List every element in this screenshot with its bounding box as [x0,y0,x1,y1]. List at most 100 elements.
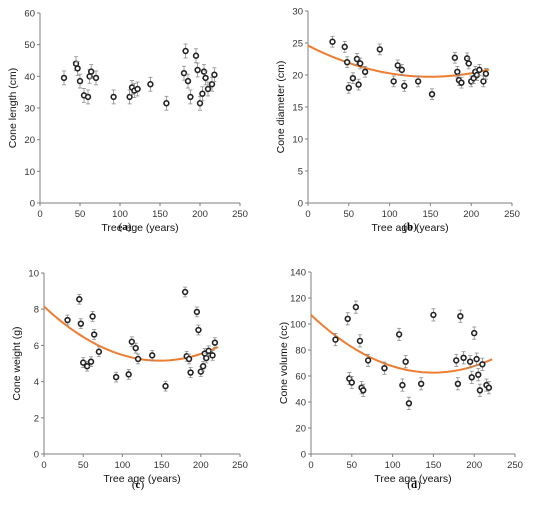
data-point [180,65,188,81]
data-point [147,76,154,92]
marker [480,78,487,85]
data-point [402,355,409,369]
data-point [475,368,482,382]
x-tick-label: 200 [463,209,479,220]
data-point [77,318,85,329]
panel-label-paren: ( [119,221,123,233]
data-point [473,69,481,81]
panel-label-letter: b [407,221,413,233]
x-tick-label: 0 [305,209,310,220]
marker [64,316,71,324]
data-point [126,89,133,105]
y-tick-label: 10 [24,167,35,178]
data-point [417,377,425,391]
y-axis-title: Cone diameter (cm) [275,61,287,154]
data-point [79,357,87,368]
data-point [356,334,364,348]
data-point [163,95,170,111]
x-tick-label: 250 [507,460,523,471]
y-tick-label: 140 [290,268,306,279]
y-tick-label: 50 [24,40,35,51]
panel-label: (d) [407,479,421,491]
y-tick-label: 6 [34,341,39,352]
x-axis-title: Tree age (years) [101,222,178,234]
data-point [193,306,201,318]
data-point [355,78,362,91]
x-tick-label: 150 [152,209,168,220]
data-point [195,324,202,336]
x-tick-label: 50 [75,209,86,220]
data-point [485,381,493,395]
marker [343,58,351,66]
data-point [134,81,141,97]
y-tick-label: 100 [290,320,306,331]
marker [92,74,100,82]
data-point [348,375,355,390]
data-point [360,383,367,397]
marker [208,81,216,88]
data-point [473,352,480,366]
data-point [394,59,401,72]
data-point [430,308,437,322]
x-tick-label: 50 [78,460,89,471]
data-point [349,72,357,84]
panel-d: 0 20 40 60 80 100 120 140 0 50 100 150 200 250 Tree ag… [278,268,523,492]
data-point [453,353,460,367]
x-tick-label: 100 [114,460,130,471]
fit-curve [43,305,219,362]
marker [195,326,202,334]
data-point [345,82,352,94]
marker [126,93,133,101]
marker [163,100,170,107]
marker [453,357,460,364]
data-point [197,366,205,377]
x-tick-label: 200 [193,460,209,471]
data-point [381,361,388,375]
marker [180,69,188,77]
x-axis-title: Tree age (years) [103,473,180,485]
x-tick-label: 150 [154,460,170,471]
data-point [60,70,68,86]
x-axis-title: Tree age (years) [371,222,448,234]
data-point [110,89,117,105]
marker [211,71,218,78]
y-tick-label: 20 [292,71,303,82]
marker [465,60,472,67]
marker [401,82,408,90]
marker [134,355,142,363]
y-tick-label: 0 [301,450,306,461]
data-point [329,35,336,48]
y-tick-label: 10 [292,135,303,146]
marker [181,288,189,296]
y-tick-label: 30 [292,7,303,18]
data-point [209,350,216,361]
panel-label-paren: ( [407,479,411,491]
marker [87,358,95,365]
x-tick-label: 150 [425,460,441,471]
data-point [428,88,436,100]
data-point [343,56,351,68]
data-point [476,64,483,76]
data-point [458,76,465,89]
x-tick-label: 150 [422,209,438,220]
marker [162,382,169,390]
marker [79,359,87,366]
data-point [364,353,372,367]
marker [332,336,339,343]
y-tick-label: 120 [290,294,306,305]
y-tick-label: 60 [295,372,306,383]
x-tick-label: 50 [344,209,355,220]
data-point [199,86,206,102]
y-tick-label: 30 [24,104,35,115]
marker [457,313,464,320]
x-tick-label: 250 [232,460,248,471]
x-tick-label: 0 [41,460,46,471]
marker [76,77,84,85]
marker [76,296,83,303]
marker [349,74,357,82]
marker [356,337,364,345]
panel-label-paren: ( [403,221,407,233]
marker [197,368,205,375]
marker [132,344,139,352]
y-axis-title: Cone weight (g) [11,326,23,400]
